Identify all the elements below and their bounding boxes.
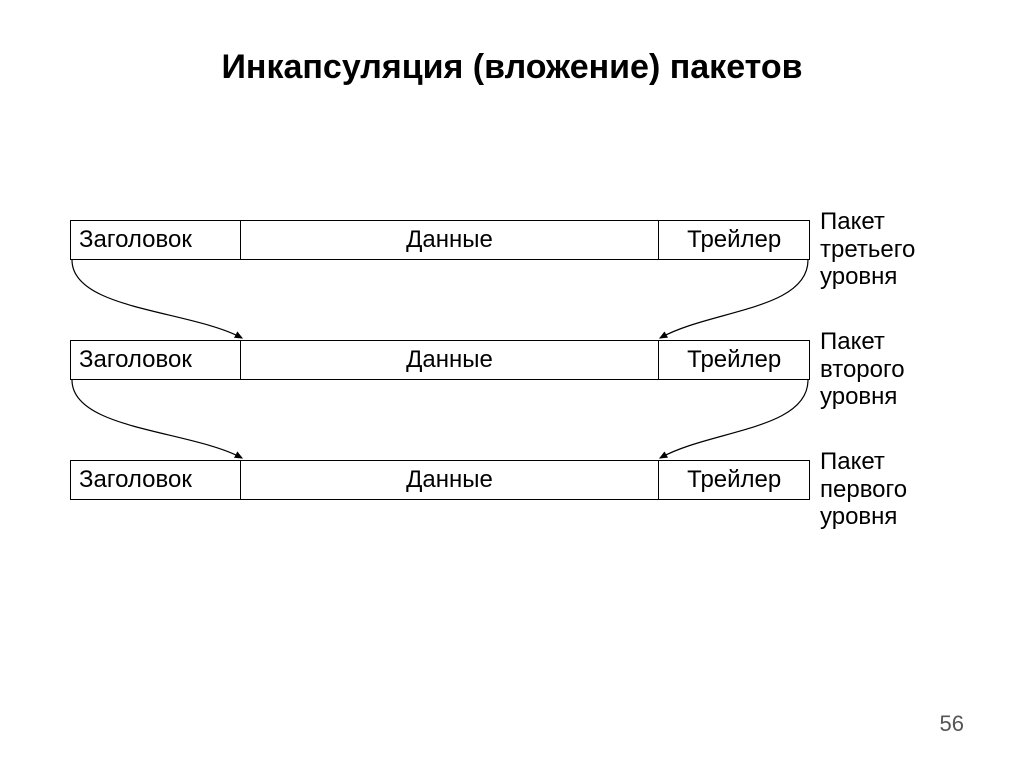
row-label: Пакет третьего уровня: [820, 208, 970, 291]
packet-row-level2: Заголовок Данные Трейлер Пакет второго у…: [70, 340, 960, 380]
cell-trailer: Трейлер: [659, 461, 809, 499]
packet-table: Заголовок Данные Трейлер: [70, 460, 810, 500]
cell-data: Данные: [241, 341, 660, 379]
cell-trailer: Трейлер: [659, 221, 809, 259]
slide-title: Инкапсуляция (вложение) пакетов: [0, 48, 1024, 87]
packet-table: Заголовок Данные Трейлер: [70, 340, 810, 380]
cell-header: Заголовок: [71, 461, 241, 499]
arrow-icon: [660, 260, 808, 338]
arrow-icon: [72, 260, 242, 338]
cell-data: Данные: [241, 221, 660, 259]
arrow-icon: [72, 380, 242, 458]
encapsulation-diagram: Заголовок Данные Трейлер Пакет третьего …: [70, 220, 960, 500]
packet-row-level3: Заголовок Данные Трейлер Пакет третьего …: [70, 220, 960, 260]
packet-table: Заголовок Данные Трейлер: [70, 220, 810, 260]
cell-header: Заголовок: [71, 341, 241, 379]
row-label: Пакет первого уровня: [820, 448, 970, 531]
cell-header: Заголовок: [71, 221, 241, 259]
packet-row-level1: Заголовок Данные Трейлер Пакет первого у…: [70, 460, 960, 500]
row-label: Пакет второго уровня: [820, 328, 970, 411]
cell-data: Данные: [241, 461, 660, 499]
arrow-icon: [660, 380, 808, 458]
slide: Инкапсуляция (вложение) пакетов Заголово…: [0, 0, 1024, 767]
page-number: 56: [940, 711, 964, 737]
cell-trailer: Трейлер: [659, 341, 809, 379]
